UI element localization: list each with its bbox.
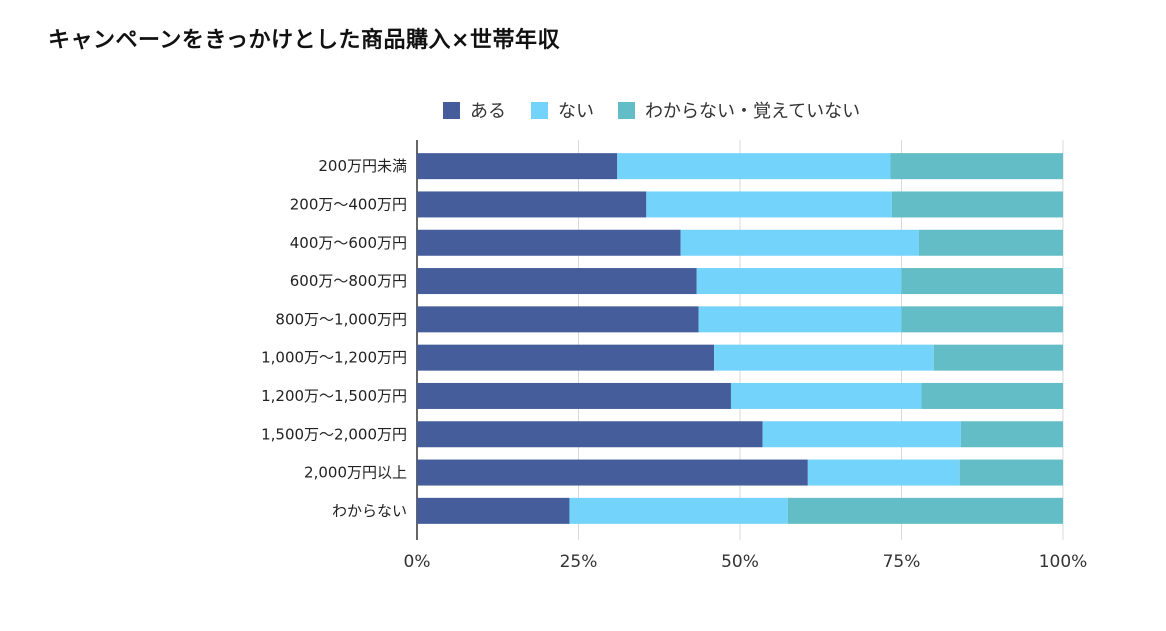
- bar-segment-1: [417, 306, 699, 333]
- bar-segment-2: [646, 191, 892, 218]
- bar-segment-2: [714, 344, 934, 371]
- category-label: 2,000万円以上: [304, 464, 407, 482]
- bar-segment-2: [698, 306, 902, 333]
- bar-segment-3: [901, 306, 1063, 333]
- bar-segment-3: [960, 421, 1063, 448]
- bar-segment-3: [891, 191, 1063, 218]
- legend-swatch: [618, 102, 635, 119]
- bar-segment-3: [921, 382, 1063, 409]
- category-label: わからない: [332, 502, 407, 520]
- x-tick-label: 25%: [560, 552, 598, 572]
- legend-label: ない: [558, 101, 594, 122]
- bar-segment-1: [417, 153, 618, 180]
- bar-segment-1: [417, 382, 731, 409]
- bar-segment-2: [696, 268, 902, 295]
- bar-segment-2: [617, 153, 891, 180]
- legend-label: ある: [470, 101, 506, 122]
- bars: [417, 153, 1063, 524]
- bar-segment-3: [901, 268, 1063, 295]
- bar-segment-3: [787, 497, 1063, 524]
- category-label: 600万～800万円: [290, 272, 407, 290]
- category-labels: 200万円未満 200万～400万円 400万～600万円 600万～800万円 800…: [261, 157, 407, 520]
- x-tick-label: 75%: [883, 552, 921, 572]
- bar-segment-3: [918, 229, 1063, 256]
- bar-segment-1: [417, 497, 570, 524]
- bar-segment-3: [933, 344, 1063, 371]
- category-label: 200万～400万円: [290, 195, 407, 213]
- bar-segment-1: [417, 344, 715, 371]
- bar-segment-2: [680, 229, 919, 256]
- bar-segment-1: [417, 268, 697, 295]
- legend: ある ない わからない・覚えていない: [443, 101, 860, 122]
- bar-segment-2: [569, 497, 788, 524]
- bar-segment-1: [417, 229, 681, 256]
- category-label: 1,000万～1,200万円: [261, 349, 407, 367]
- legend-label: わからない・覚えていない: [645, 101, 860, 122]
- bar-segment-2: [807, 459, 960, 486]
- legend-swatch: [443, 102, 460, 119]
- category-label: 800万～1,000万円: [275, 310, 407, 328]
- bar-segment-3: [890, 153, 1063, 180]
- category-label: 1,200万～1,500万円: [261, 387, 407, 405]
- category-label: 1,500万～2,000万円: [261, 425, 407, 443]
- bar-segment-2: [762, 421, 961, 448]
- x-tick-label: 0%: [404, 552, 431, 572]
- category-label: 200万円未満: [318, 157, 407, 175]
- x-tick-label: 100%: [1039, 552, 1088, 572]
- x-tick-label: 50%: [721, 552, 759, 572]
- x-tick-labels: 0% 25% 50% 75% 100%: [404, 552, 1088, 572]
- chart-title: キャンペーンをきっかけとした商品購入×世帯年収: [48, 28, 560, 53]
- bar-segment-3: [959, 459, 1063, 486]
- legend-swatch: [531, 102, 548, 119]
- bar-segment-1: [417, 459, 808, 486]
- bar-segment-1: [417, 421, 763, 448]
- bar-segment-1: [417, 191, 647, 218]
- category-label: 400万～600万円: [290, 234, 407, 252]
- bar-segment-2: [730, 382, 922, 409]
